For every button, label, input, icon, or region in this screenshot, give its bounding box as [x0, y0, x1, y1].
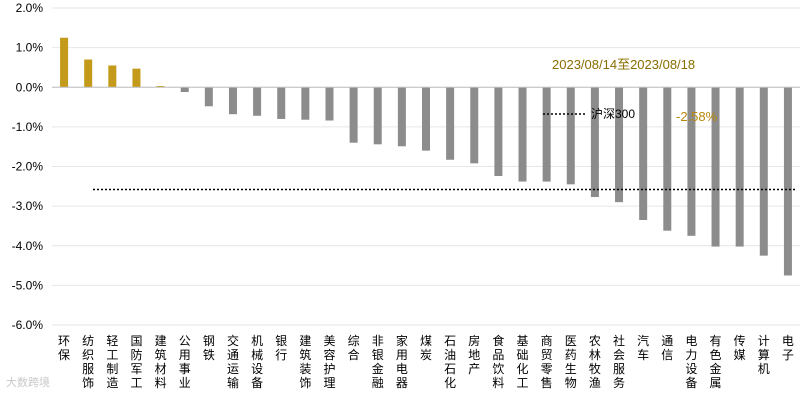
watermark-text: 大数跨境	[6, 375, 50, 389]
y-tick-label: -3.0%	[12, 199, 44, 213]
x-category-label: 电子	[782, 334, 794, 362]
y-tick-label: -5.0%	[12, 278, 44, 292]
bar	[156, 86, 165, 88]
legend-hs300-label: 沪深300	[591, 107, 635, 121]
hs300-value-label: -2.58%	[676, 109, 718, 124]
x-category-label: 农林牧渔	[589, 334, 601, 390]
y-tick-label: 2.0%	[16, 1, 44, 15]
bar	[759, 87, 768, 256]
x-category-label: 轻工制造	[106, 334, 118, 390]
y-tick-label: 1.0%	[16, 41, 44, 55]
x-category-label: 交通运输	[227, 333, 239, 390]
bar	[204, 87, 213, 107]
x-category-label: 国防军工	[130, 334, 142, 390]
x-category-label: 基础化工	[517, 334, 529, 390]
x-category-label: 公用事业	[179, 334, 191, 390]
y-tick-label: -2.0%	[12, 160, 44, 174]
x-category-label: 传媒	[734, 333, 746, 362]
x-category-label: 有色金属	[710, 334, 722, 390]
x-category-label: 家用电器	[396, 333, 408, 390]
bar	[518, 87, 527, 182]
y-tick-label: 0.0%	[16, 80, 44, 94]
bar	[470, 87, 479, 164]
x-category-label: 建筑装饰	[299, 334, 311, 390]
bar	[446, 87, 455, 160]
x-category-label: 煤炭	[420, 334, 432, 362]
bar	[132, 68, 141, 88]
x-category-label: 电力设备	[685, 334, 697, 390]
x-category-label: 石油石化	[444, 334, 456, 390]
date-range-annotation: 2023/08/14至2023/08/18	[552, 57, 695, 72]
bar	[494, 87, 503, 177]
x-category-label: 计算机	[758, 334, 770, 376]
bar	[542, 87, 551, 182]
bar	[277, 87, 286, 119]
bar	[108, 65, 117, 88]
x-category-label: 综合	[348, 334, 360, 362]
x-category-label: 银行	[275, 334, 287, 362]
x-category-label: 建筑材料	[155, 334, 167, 390]
bar	[566, 87, 575, 185]
x-category-label: 通信	[661, 334, 673, 362]
bar	[735, 87, 744, 247]
x-category-label: 机械设备	[251, 334, 263, 390]
x-category-label: 美容护理	[323, 334, 335, 390]
x-category-label: 房地产	[468, 333, 480, 376]
y-tick-label: -4.0%	[12, 239, 44, 253]
y-tick-label: -1.0%	[12, 120, 44, 134]
bar	[590, 87, 599, 198]
y-axis-tick-labels: 2.0% 1.0% 0.0% -1.0% -2.0% -3.0% -4.0% -5.0% -6.…	[12, 1, 44, 332]
x-category-label: 医药生物	[565, 334, 577, 390]
bar	[60, 37, 69, 88]
bar	[301, 87, 310, 120]
x-category-label: 食品饮料	[492, 333, 504, 390]
bar	[228, 87, 237, 115]
bar	[253, 87, 262, 116]
x-category-label: 汽车	[637, 333, 649, 362]
bar	[373, 87, 382, 145]
bar	[180, 87, 189, 93]
y-tick-label: -6.0%	[12, 318, 44, 332]
x-category-label: 钢铁	[203, 334, 215, 362]
bar	[349, 87, 358, 143]
bar	[783, 87, 792, 276]
bar	[639, 87, 648, 220]
bar	[84, 59, 93, 88]
x-category-label: 环保	[58, 334, 70, 362]
x-category-label: 非银金融	[372, 334, 384, 390]
bar	[325, 87, 334, 121]
x-category-label: 社会服务	[613, 333, 625, 390]
bar	[397, 87, 406, 147]
bar	[663, 87, 672, 231]
x-category-label: 纺织服饰	[82, 334, 94, 390]
bar	[615, 87, 624, 203]
bar	[687, 87, 696, 236]
x-category-label: 商贸零售	[541, 333, 553, 390]
bar	[422, 87, 430, 151]
bars	[60, 37, 792, 276]
bar	[711, 87, 720, 247]
